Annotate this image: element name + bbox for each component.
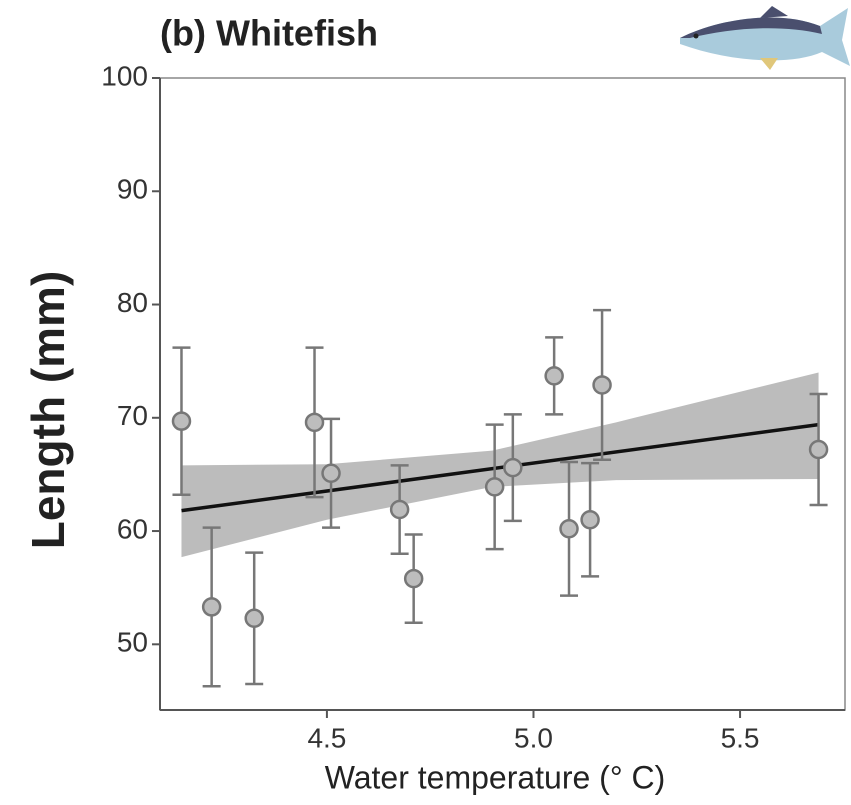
y-tick-label: 80 <box>117 287 148 318</box>
y-tick-label: 90 <box>117 174 148 205</box>
x-tick-label: 5.0 <box>514 722 553 753</box>
y-tick-label: 100 <box>101 60 148 91</box>
point <box>559 519 579 539</box>
point <box>201 597 222 617</box>
point <box>503 457 523 478</box>
point <box>544 366 564 386</box>
point <box>171 411 192 431</box>
fish-icon <box>680 6 850 70</box>
point <box>484 477 505 497</box>
point <box>403 568 424 589</box>
point <box>304 412 325 433</box>
x-axis-label: Water temperature (° C) <box>325 759 666 795</box>
point <box>389 499 410 520</box>
point <box>592 375 612 395</box>
point <box>244 608 264 629</box>
fit-line <box>181 422 819 513</box>
point <box>808 439 829 460</box>
y-axis-label: Length (mm) <box>22 271 74 550</box>
confidence-band <box>181 372 819 558</box>
chart-title: (b) Whitefish <box>160 13 378 54</box>
point <box>321 463 341 484</box>
x-tick-label: 4.5 <box>307 722 346 753</box>
y-tick-label: 70 <box>117 400 148 431</box>
y-tick-label: 50 <box>117 627 148 658</box>
point <box>580 509 600 530</box>
y-tick-label: 60 <box>117 513 148 544</box>
x-tick-label: 5.5 <box>721 722 760 753</box>
